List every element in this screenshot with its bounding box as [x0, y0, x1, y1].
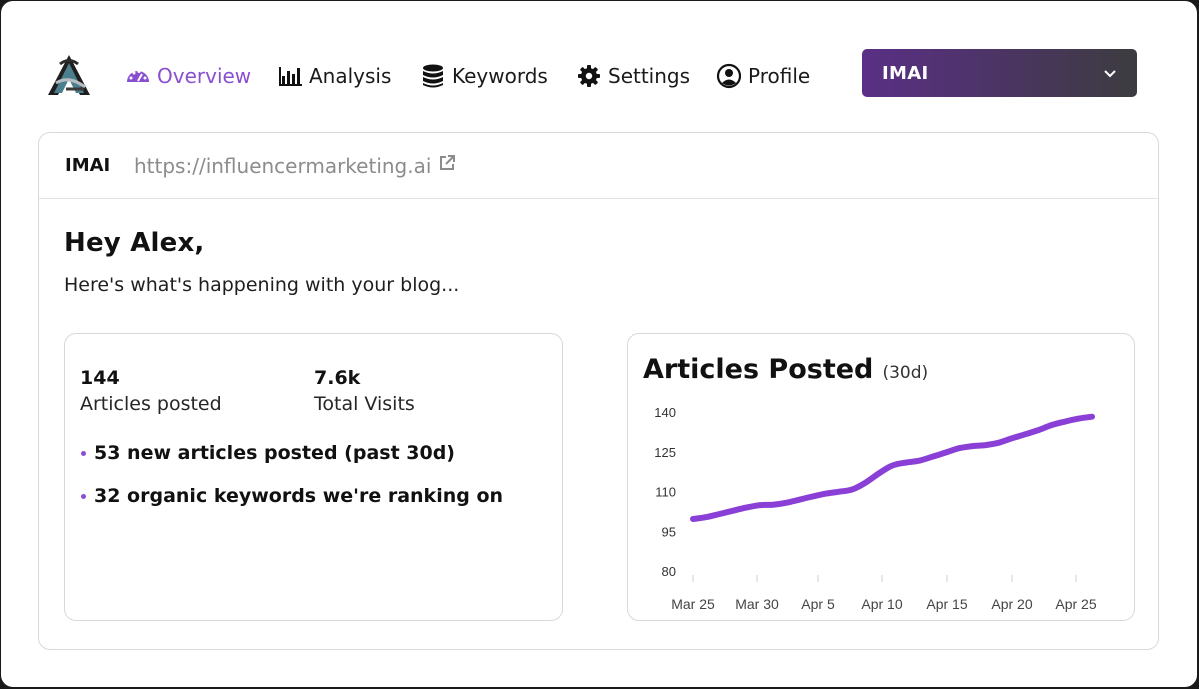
main-panel: IMAI https://influencermarketing.ai Hey …	[38, 132, 1159, 650]
stat-articles-posted: 144 Articles posted	[80, 367, 222, 415]
chart-title: Articles Posted (30d)	[643, 354, 928, 385]
nav-item-keywords[interactable]: Keywords	[420, 62, 548, 90]
stat-value: 144	[80, 367, 120, 389]
x-tick-label: Apr 20	[991, 596, 1032, 612]
nav-label: Overview	[157, 64, 252, 88]
gauge-icon	[125, 63, 151, 89]
greeting-title: Hey Alex,	[64, 228, 205, 258]
bullet-text: 32 organic keywords we're ranking on	[94, 485, 504, 507]
articles-posted-chart: 80 95 110 125 140 Mar 25 Mar 30 Apr 5 Apr 10 Apr …	[654, 405, 1097, 612]
chart-subtitle: (30d)	[882, 363, 929, 383]
list-item: 32 organic keywords we're ranking on	[81, 485, 503, 507]
brand-logo[interactable]	[44, 53, 94, 97]
organization-select-value: IMAI	[882, 62, 929, 84]
nav-label: Analysis	[309, 64, 392, 88]
user-circle-icon	[716, 63, 742, 89]
site-name: IMAI	[65, 155, 111, 176]
chevron-down-icon	[1103, 64, 1117, 83]
list-item: 53 new articles posted (past 30d)	[81, 442, 455, 464]
nav-item-settings[interactable]: Settings	[576, 62, 690, 90]
articles-posted-chart-card: Articles Posted (30d) 80 95 110 125 140 Mar 2…	[627, 333, 1135, 621]
x-tick-label: Mar 30	[735, 596, 779, 612]
site-header: IMAI https://influencermarketing.ai	[39, 133, 1158, 199]
nav-label: Settings	[608, 64, 691, 88]
bullet-dot	[81, 493, 86, 499]
bullet-text: 53 new articles posted (past 30d)	[94, 442, 455, 464]
x-tick-label: Apr 10	[861, 596, 902, 612]
x-tick-label: Apr 25	[1055, 596, 1096, 612]
nav-item-profile[interactable]: Profile	[716, 62, 810, 90]
y-tick-label: 80	[662, 564, 676, 579]
nav-label: Profile	[748, 64, 811, 88]
stat-label: Total Visits	[314, 393, 415, 415]
y-tick-label: 125	[654, 445, 676, 460]
database-icon	[420, 63, 446, 89]
y-tick-label: 95	[662, 524, 676, 539]
y-tick-label: 140	[654, 405, 676, 420]
nav-label: Keywords	[452, 64, 548, 88]
gear-icon	[576, 63, 602, 89]
x-tick-label: Apr 5	[801, 596, 835, 612]
x-tick-label: Apr 15	[926, 596, 967, 612]
chart-title-text: Articles Posted	[643, 354, 874, 385]
nav-item-overview[interactable]: Overview	[125, 62, 251, 90]
site-url-text: https://influencermarketing.ai	[134, 153, 432, 178]
external-link-icon	[437, 153, 457, 178]
stat-total-visits: 7.6k Total Visits	[314, 367, 415, 415]
x-tick-label: Mar 25	[671, 596, 715, 612]
series-line	[690, 413, 1095, 522]
bar-chart-icon	[277, 63, 303, 89]
bullet-dot	[81, 450, 86, 456]
organization-select[interactable]: IMAI	[862, 49, 1137, 97]
stat-label: Articles posted	[80, 393, 222, 415]
site-url-link[interactable]: https://influencermarketing.ai	[134, 153, 457, 178]
stats-card: 144 Articles posted 7.6k Total Visits 53…	[64, 333, 563, 621]
nav-item-analysis[interactable]: Analysis	[277, 62, 391, 90]
greeting-subtitle: Here's what's happening with your blog..…	[64, 274, 460, 296]
stat-value: 7.6k	[314, 367, 361, 389]
y-tick-label: 110	[655, 485, 676, 500]
